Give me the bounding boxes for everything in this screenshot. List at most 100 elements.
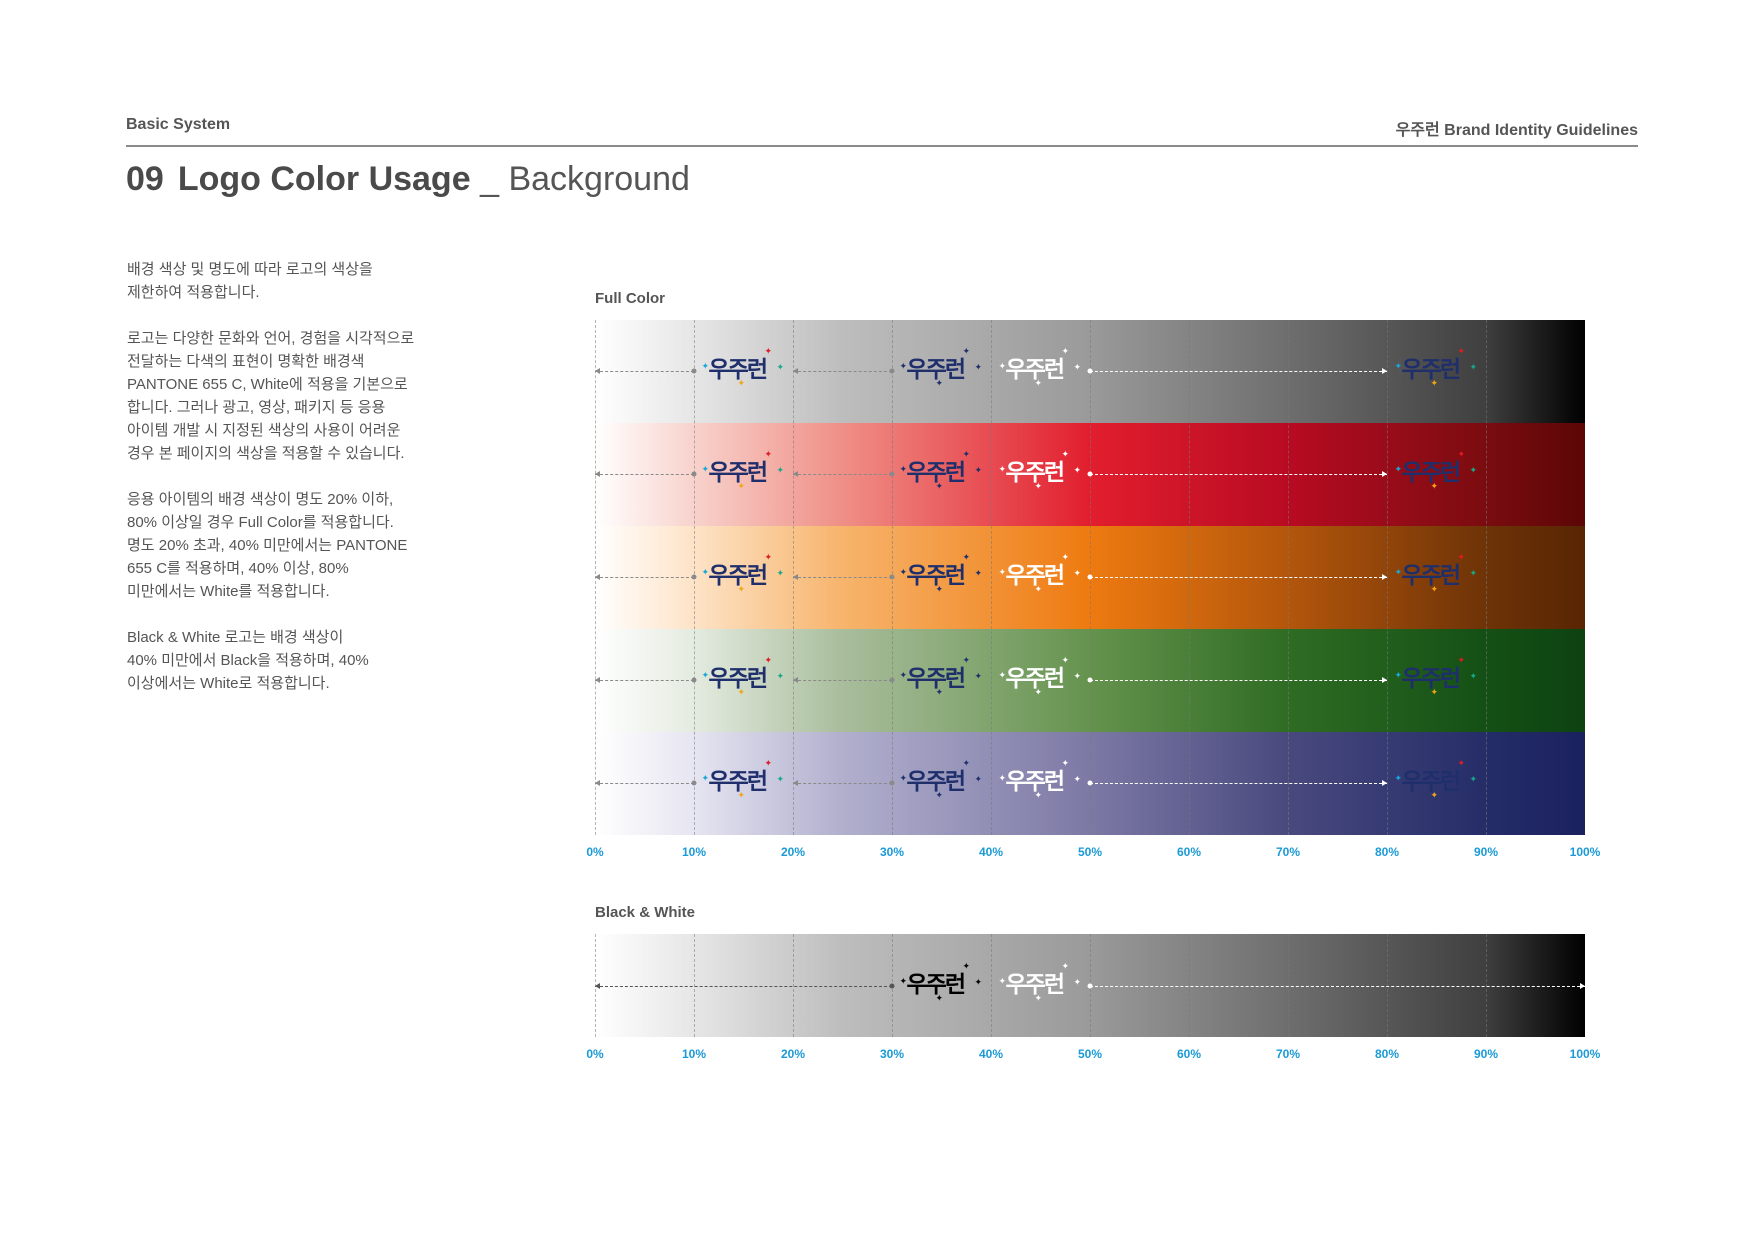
star-icon: ✦ bbox=[1394, 568, 1403, 578]
description-paragraph: 배경 색상 및 명도에 따라 로고의 색상을 제한하여 적용합니다. bbox=[127, 261, 373, 301]
star-icon: ✦ bbox=[962, 656, 971, 666]
star-icon: ✦ bbox=[962, 759, 971, 769]
star-icon: ✦ bbox=[974, 775, 983, 785]
percent-label: 100% bbox=[1569, 845, 1601, 859]
star-icon: ✦ bbox=[998, 977, 1007, 987]
logo-wordmark: 우주런 bbox=[708, 460, 769, 486]
grid-tick bbox=[1387, 934, 1388, 1037]
star-icon: ✦ bbox=[935, 791, 944, 801]
percent-label: 90% bbox=[1473, 1047, 1499, 1061]
logo-full: 우주런 ✦ ✦ ✦ ✦ bbox=[1394, 759, 1480, 805]
star-icon: ✦ bbox=[1469, 363, 1478, 373]
grid-tick bbox=[991, 320, 992, 835]
logo-white: 우주런 ✦ ✦ ✦ ✦ bbox=[998, 348, 1084, 393]
description: 배경 색상 및 명도에 따라 로고의 색상을 제한하여 적용합니다. 로고는 다… bbox=[127, 258, 457, 718]
percent-label: 20% bbox=[780, 1047, 806, 1061]
percent-label: 100% bbox=[1569, 1047, 1601, 1061]
title-separator: _ bbox=[480, 160, 499, 198]
guide-line bbox=[595, 986, 892, 987]
description-paragraph: 응용 아이템의 배경 색상이 명도 20% 이하, 80% 이상일 경우 Ful… bbox=[127, 491, 408, 600]
guide-line bbox=[793, 371, 892, 372]
logo-wordmark: 우주런 bbox=[708, 666, 769, 692]
guide-line bbox=[793, 474, 892, 475]
percent-label: 40% bbox=[978, 845, 1004, 859]
arrow-left-icon bbox=[595, 574, 600, 580]
guide-dot bbox=[889, 368, 895, 374]
star-icon: ✦ bbox=[1061, 450, 1070, 460]
arrow-left-icon bbox=[793, 780, 798, 786]
percent-label: 10% bbox=[681, 1047, 707, 1061]
star-icon: ✦ bbox=[1430, 585, 1439, 595]
percent-label: 80% bbox=[1374, 1047, 1400, 1061]
percent-label: 0% bbox=[586, 1047, 604, 1061]
star-icon: ✦ bbox=[1469, 775, 1478, 785]
black-white-label: Black & White bbox=[595, 904, 696, 921]
star-icon: ✦ bbox=[899, 671, 908, 681]
full-color-chart: 우주런 ✦ ✦ ✦ ✦ 우주런 ✦ ✦ ✦ ✦ 우주런 ✦ ✦ ✦ ✦ 우주런 ✦ ✦ ✦ ✦ 우주런 ✦ ✦ ✦ ✦ 우주런 ✦ ✦… bbox=[586, 320, 1600, 860]
star-icon: ✦ bbox=[1457, 759, 1466, 769]
logo-wordmark: 우주런 bbox=[1401, 357, 1462, 383]
guide-line bbox=[1090, 371, 1387, 372]
logo-pantone: 우주런 ✦ ✦ ✦ ✦ bbox=[899, 759, 985, 805]
logo-full: 우주런 ✦ ✦ ✦ ✦ bbox=[1394, 656, 1480, 702]
star-icon: ✦ bbox=[1394, 362, 1403, 372]
star-icon: ✦ bbox=[998, 362, 1007, 372]
arrow-right-icon bbox=[1382, 368, 1387, 374]
arrow-left-icon bbox=[793, 574, 798, 580]
star-icon: ✦ bbox=[1034, 482, 1043, 492]
title-main: Logo Color Usage bbox=[177, 160, 471, 198]
arrow-right-icon bbox=[1382, 677, 1387, 683]
logo-pantone: 우주런 ✦ ✦ ✦ ✦ bbox=[899, 656, 985, 702]
star-icon: ✦ bbox=[1430, 482, 1439, 492]
star-icon: ✦ bbox=[899, 977, 908, 987]
percent-label: 90% bbox=[1473, 845, 1499, 859]
logo-black: 우주런 ✦ ✦ ✦ ✦ bbox=[899, 963, 985, 1008]
star-icon: ✦ bbox=[1061, 759, 1070, 769]
star-icon: ✦ bbox=[1034, 379, 1043, 389]
logo-white: 우주런 ✦ ✦ ✦ ✦ bbox=[998, 759, 1084, 805]
star-icon: ✦ bbox=[764, 347, 773, 357]
guide-line bbox=[595, 783, 694, 784]
logo-full: 우주런 ✦ ✦ ✦ ✦ bbox=[701, 657, 787, 702]
logo-wordmark: 우주런 bbox=[1005, 357, 1066, 383]
arrow-left-icon bbox=[793, 677, 798, 683]
percent-label: 30% bbox=[879, 845, 905, 859]
star-icon: ✦ bbox=[737, 585, 746, 595]
section-name: Basic System bbox=[126, 116, 231, 133]
description-paragraph: Black & White 로고는 배경 색상이 40% 미만에서 Black을… bbox=[127, 629, 369, 692]
star-icon: ✦ bbox=[1457, 450, 1466, 460]
logo-full: 우주런 ✦ ✦ ✦ ✦ bbox=[1394, 450, 1480, 496]
full-color-label: Full Color bbox=[595, 290, 665, 307]
guide-line bbox=[595, 474, 694, 475]
guide-dot bbox=[1087, 574, 1093, 580]
star-icon: ✦ bbox=[1073, 569, 1082, 579]
logo-wordmark: 우주런 bbox=[906, 563, 967, 589]
star-icon: ✦ bbox=[998, 568, 1007, 578]
star-icon: ✦ bbox=[701, 568, 710, 578]
star-icon: ✦ bbox=[998, 465, 1007, 475]
star-icon: ✦ bbox=[974, 672, 983, 682]
star-icon: ✦ bbox=[764, 450, 773, 460]
star-icon: ✦ bbox=[1073, 466, 1082, 476]
percent-label: 30% bbox=[879, 1047, 905, 1061]
star-icon: ✦ bbox=[899, 568, 908, 578]
star-icon: ✦ bbox=[1034, 585, 1043, 595]
star-icon: ✦ bbox=[701, 362, 710, 372]
star-icon: ✦ bbox=[701, 774, 710, 784]
percent-label: 70% bbox=[1275, 845, 1301, 859]
arrow-right-icon bbox=[1580, 983, 1585, 989]
guide-line bbox=[1090, 577, 1387, 578]
percent-label: 20% bbox=[780, 845, 806, 859]
star-icon: ✦ bbox=[899, 465, 908, 475]
star-icon: ✦ bbox=[1469, 672, 1478, 682]
star-icon: ✦ bbox=[776, 466, 785, 476]
guide-dot bbox=[889, 983, 895, 989]
star-icon: ✦ bbox=[935, 379, 944, 389]
star-icon: ✦ bbox=[962, 450, 971, 460]
percent-label: 40% bbox=[978, 1047, 1004, 1061]
star-icon: ✦ bbox=[1457, 656, 1466, 666]
black-white-chart: 우주런 ✦ ✦ ✦ ✦ 우주런 ✦ ✦ ✦ ✦ 0% 10% 20% 30% 40% 50% 60% 70% 80%… bbox=[586, 934, 1600, 1064]
logo-white: 우주런 ✦ ✦ ✦ ✦ bbox=[998, 963, 1084, 1008]
grid-tick bbox=[1288, 934, 1289, 1037]
guide-line bbox=[595, 680, 694, 681]
